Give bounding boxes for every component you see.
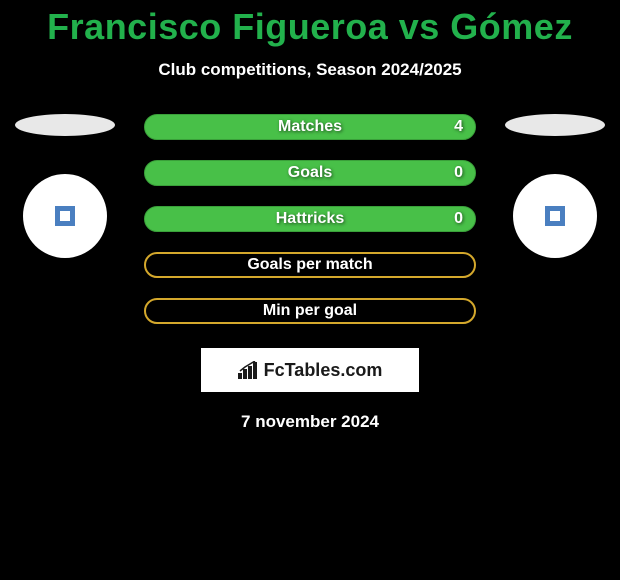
club-icon-right (545, 206, 565, 226)
date-line: 7 november 2024 (0, 412, 620, 432)
stats-container: Francisco Figueroa vs Gómez Club competi… (0, 0, 620, 432)
stat-bar: Hattricks 0 (144, 206, 476, 232)
brand-box[interactable]: FcTables.com (201, 348, 419, 392)
club-icon-left (55, 206, 75, 226)
stat-value: 4 (454, 118, 463, 136)
stat-bar: Goals 0 (144, 160, 476, 186)
player-shadow-left (15, 114, 115, 136)
club-badge-right (513, 174, 597, 258)
page-title: Francisco Figueroa vs Gómez (0, 6, 620, 48)
brand-text: FcTables.com (238, 360, 383, 381)
stat-label: Matches (278, 118, 342, 136)
brand-chart-icon (238, 361, 260, 379)
player-shadow-right (505, 114, 605, 136)
content-row: Matches 4 Goals 0 Hattricks 0 Goals per match M… (0, 114, 620, 324)
right-player-col (500, 114, 610, 258)
stat-label: Goals (288, 164, 332, 182)
left-player-col (10, 114, 120, 258)
club-badge-left (23, 174, 107, 258)
stat-bar: Min per goal (144, 298, 476, 324)
page-subtitle: Club competitions, Season 2024/2025 (0, 60, 620, 80)
stat-bar: Goals per match (144, 252, 476, 278)
stat-label: Goals per match (247, 256, 372, 274)
stat-bar: Matches 4 (144, 114, 476, 140)
stat-label: Min per goal (263, 302, 357, 320)
stats-bars: Matches 4 Goals 0 Hattricks 0 Goals per match M… (140, 114, 480, 324)
stat-value: 0 (454, 164, 463, 182)
brand-label: FcTables.com (264, 360, 383, 381)
stat-label: Hattricks (276, 210, 344, 228)
stat-value: 0 (454, 210, 463, 228)
